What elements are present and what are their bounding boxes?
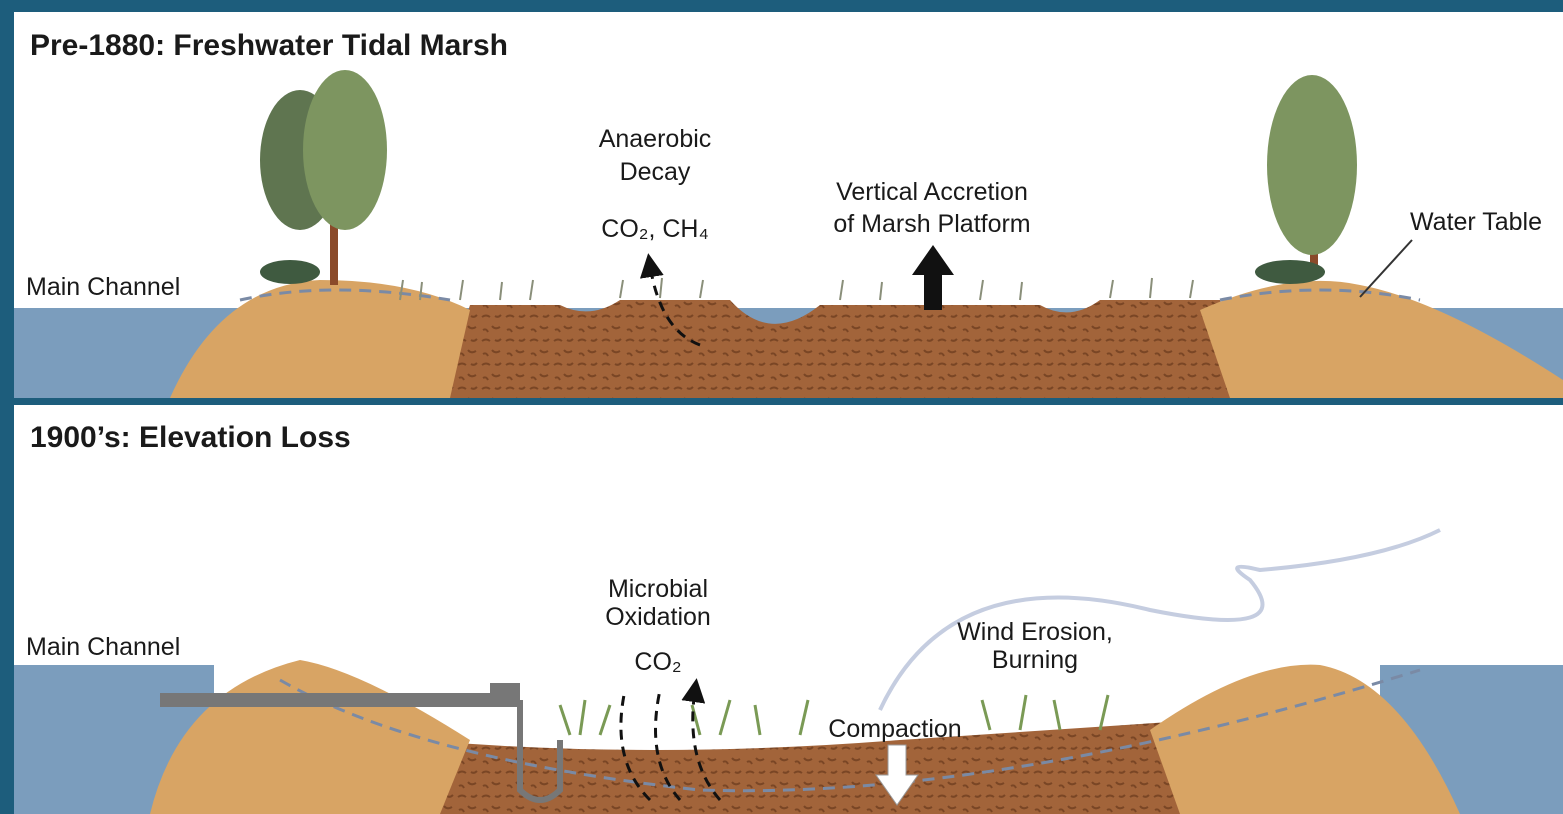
panel-title: Pre-1880: Freshwater Tidal Marsh	[30, 29, 508, 62]
page: Pre-1880: Freshwater Tidal Marsh Main Ch…	[0, 0, 1563, 814]
label: Microbial	[608, 575, 708, 603]
label: Main Channel	[26, 273, 180, 301]
label: Burning	[992, 646, 1078, 674]
label: Decay	[620, 158, 691, 186]
label: Vertical Accretion	[836, 178, 1028, 206]
label: CO₂	[634, 648, 681, 676]
label: Anaerobic	[599, 125, 712, 153]
marsh-soil	[440, 300, 1250, 398]
label: Oxidation	[605, 603, 711, 631]
drain-pipe	[160, 693, 520, 707]
label: Wind Erosion,	[957, 618, 1113, 646]
label: Compaction	[828, 715, 961, 743]
label: CO₂, CH₄	[601, 215, 708, 243]
panel-title: 1900’s: Elevation Loss	[30, 421, 351, 454]
label: of Marsh Platform	[833, 210, 1030, 238]
diagram: Pre-1880: Freshwater Tidal Marsh Main Ch…	[0, 0, 1563, 814]
pump	[490, 683, 520, 703]
label: Main Channel	[26, 633, 180, 661]
label: Water Table	[1410, 208, 1542, 236]
